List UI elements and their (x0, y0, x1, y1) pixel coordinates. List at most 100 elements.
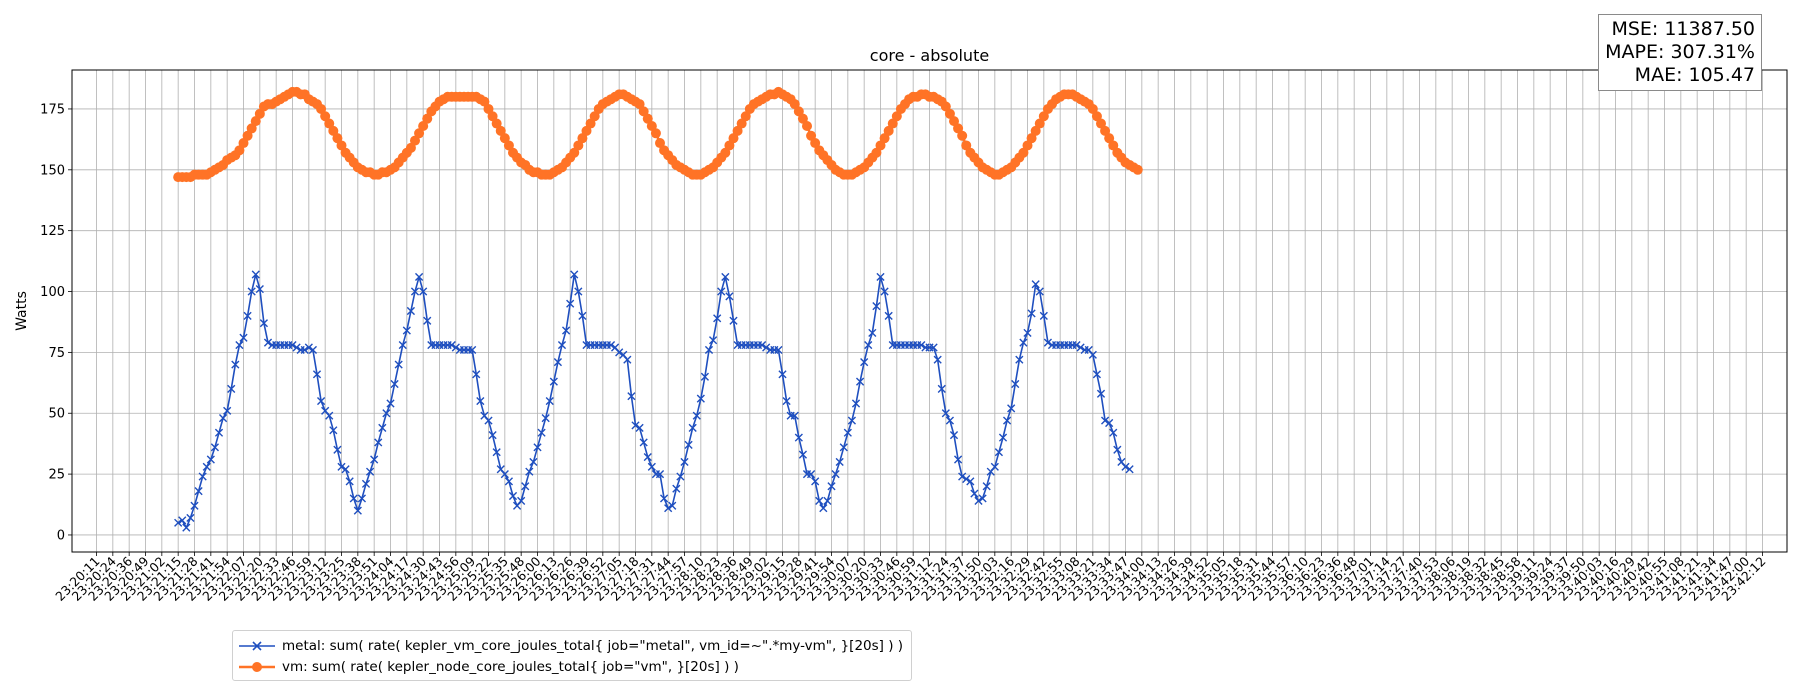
data-point-vm (736, 118, 747, 129)
data-point-metal (704, 345, 714, 355)
data-point-metal (937, 384, 946, 393)
data-point-vm (418, 120, 429, 131)
data-point-metal (643, 452, 652, 462)
data-point-metal (476, 396, 485, 406)
data-point-metal (423, 316, 432, 325)
data-point-metal (353, 506, 362, 515)
data-point-vm (1018, 147, 1029, 158)
data-point-vm (328, 125, 339, 136)
data-point-metal (190, 501, 199, 510)
data-point-vm (1091, 111, 1102, 122)
data-point-vm (503, 140, 514, 151)
data-point-metal (847, 416, 857, 425)
data-point-vm (646, 120, 657, 131)
data-point-metal (819, 504, 828, 513)
data-point-metal (823, 496, 832, 505)
data-point-vm (732, 125, 743, 136)
data-point-metal (239, 333, 248, 342)
data-point-vm (573, 140, 584, 151)
data-point-metal (990, 462, 999, 471)
data-point-metal (827, 482, 836, 491)
data-point-metal (635, 423, 644, 432)
data-point-vm (957, 130, 968, 141)
data-point-vm (324, 118, 335, 129)
data-point-metal (1039, 311, 1048, 320)
data-point-metal (255, 284, 264, 294)
data-point-metal (864, 340, 873, 350)
data-point-vm (944, 108, 955, 119)
data-point-metal (855, 377, 865, 386)
data-point-metal (945, 416, 955, 425)
data-point-metal (308, 345, 318, 355)
data-point-vm (642, 113, 653, 124)
data-point-metal (365, 467, 375, 476)
data-point-metal (202, 462, 211, 471)
data-point-metal (1011, 379, 1020, 389)
data-point-metal (782, 396, 791, 406)
data-point-metal (174, 518, 183, 527)
data-point-vm (949, 116, 959, 127)
data-point-metal (316, 396, 326, 406)
data-point-metal (1072, 340, 1081, 350)
data-point-metal (970, 489, 979, 498)
y-tick-label: 100 (40, 285, 65, 300)
data-point-metal (933, 355, 942, 364)
data-point-metal (725, 292, 734, 301)
data-point-metal (790, 411, 799, 420)
data-point-metal (1113, 445, 1122, 454)
data-point-vm (634, 99, 645, 110)
data-point-metal (206, 455, 215, 464)
data-point-metal (1027, 309, 1036, 318)
y-axis-label: Watts (14, 291, 30, 331)
y-tick-label: 50 (48, 407, 65, 422)
data-point-metal (1015, 355, 1024, 364)
legend-label-vm: vm: sum( rate( kepler_node_core_joules_t… (282, 658, 739, 675)
data-point-vm (1104, 133, 1115, 144)
data-point-metal (1076, 343, 1085, 352)
data-point-metal (729, 316, 738, 325)
data-point-vm (589, 111, 600, 122)
data-point-metal (860, 358, 869, 367)
data-point-metal (721, 272, 730, 282)
data-point-metal (835, 457, 844, 467)
data-point-metal (370, 455, 379, 464)
data-point-metal (1031, 280, 1040, 289)
data-point-vm (1038, 111, 1049, 122)
chart-title: core - absolute (870, 46, 989, 65)
data-point-metal (1007, 404, 1016, 413)
data-point-metal (566, 299, 575, 308)
data-point-vm (891, 111, 902, 122)
data-point-metal (574, 287, 583, 296)
data-point-vm (879, 133, 890, 144)
data-point-metal (398, 340, 407, 350)
data-point-metal (872, 302, 881, 311)
data-point-metal (390, 379, 399, 389)
data-point-metal (251, 270, 260, 279)
data-point-vm (793, 106, 804, 117)
data-point-metal (341, 465, 350, 474)
data-point-metal (349, 494, 358, 503)
data-point-metal (659, 494, 669, 503)
data-point-metal (488, 431, 497, 440)
data-point-metal (525, 467, 534, 476)
data-point-metal (966, 477, 975, 486)
data-point-metal (378, 423, 387, 432)
data-point-vm (810, 138, 821, 149)
data-point-metal (880, 287, 889, 296)
data-point-metal (394, 360, 403, 369)
data-point-vm (410, 135, 420, 146)
data-point-metal (447, 340, 456, 350)
data-point-vm (728, 133, 739, 144)
data-point-metal (962, 474, 971, 484)
data-point-metal (517, 496, 526, 505)
mae-text: MAE: 105.47 (1634, 64, 1755, 86)
data-point-vm (1132, 164, 1143, 175)
data-point-vm (1108, 140, 1119, 151)
data-point-metal (329, 426, 338, 435)
legend: metal: sum( rate( kepler_vm_core_joules_… (232, 630, 913, 681)
data-point-metal (929, 343, 938, 352)
data-point-metal (1002, 416, 1012, 425)
data-point-vm (650, 128, 661, 139)
data-point-vm (414, 128, 425, 139)
data-point-metal (668, 501, 677, 510)
